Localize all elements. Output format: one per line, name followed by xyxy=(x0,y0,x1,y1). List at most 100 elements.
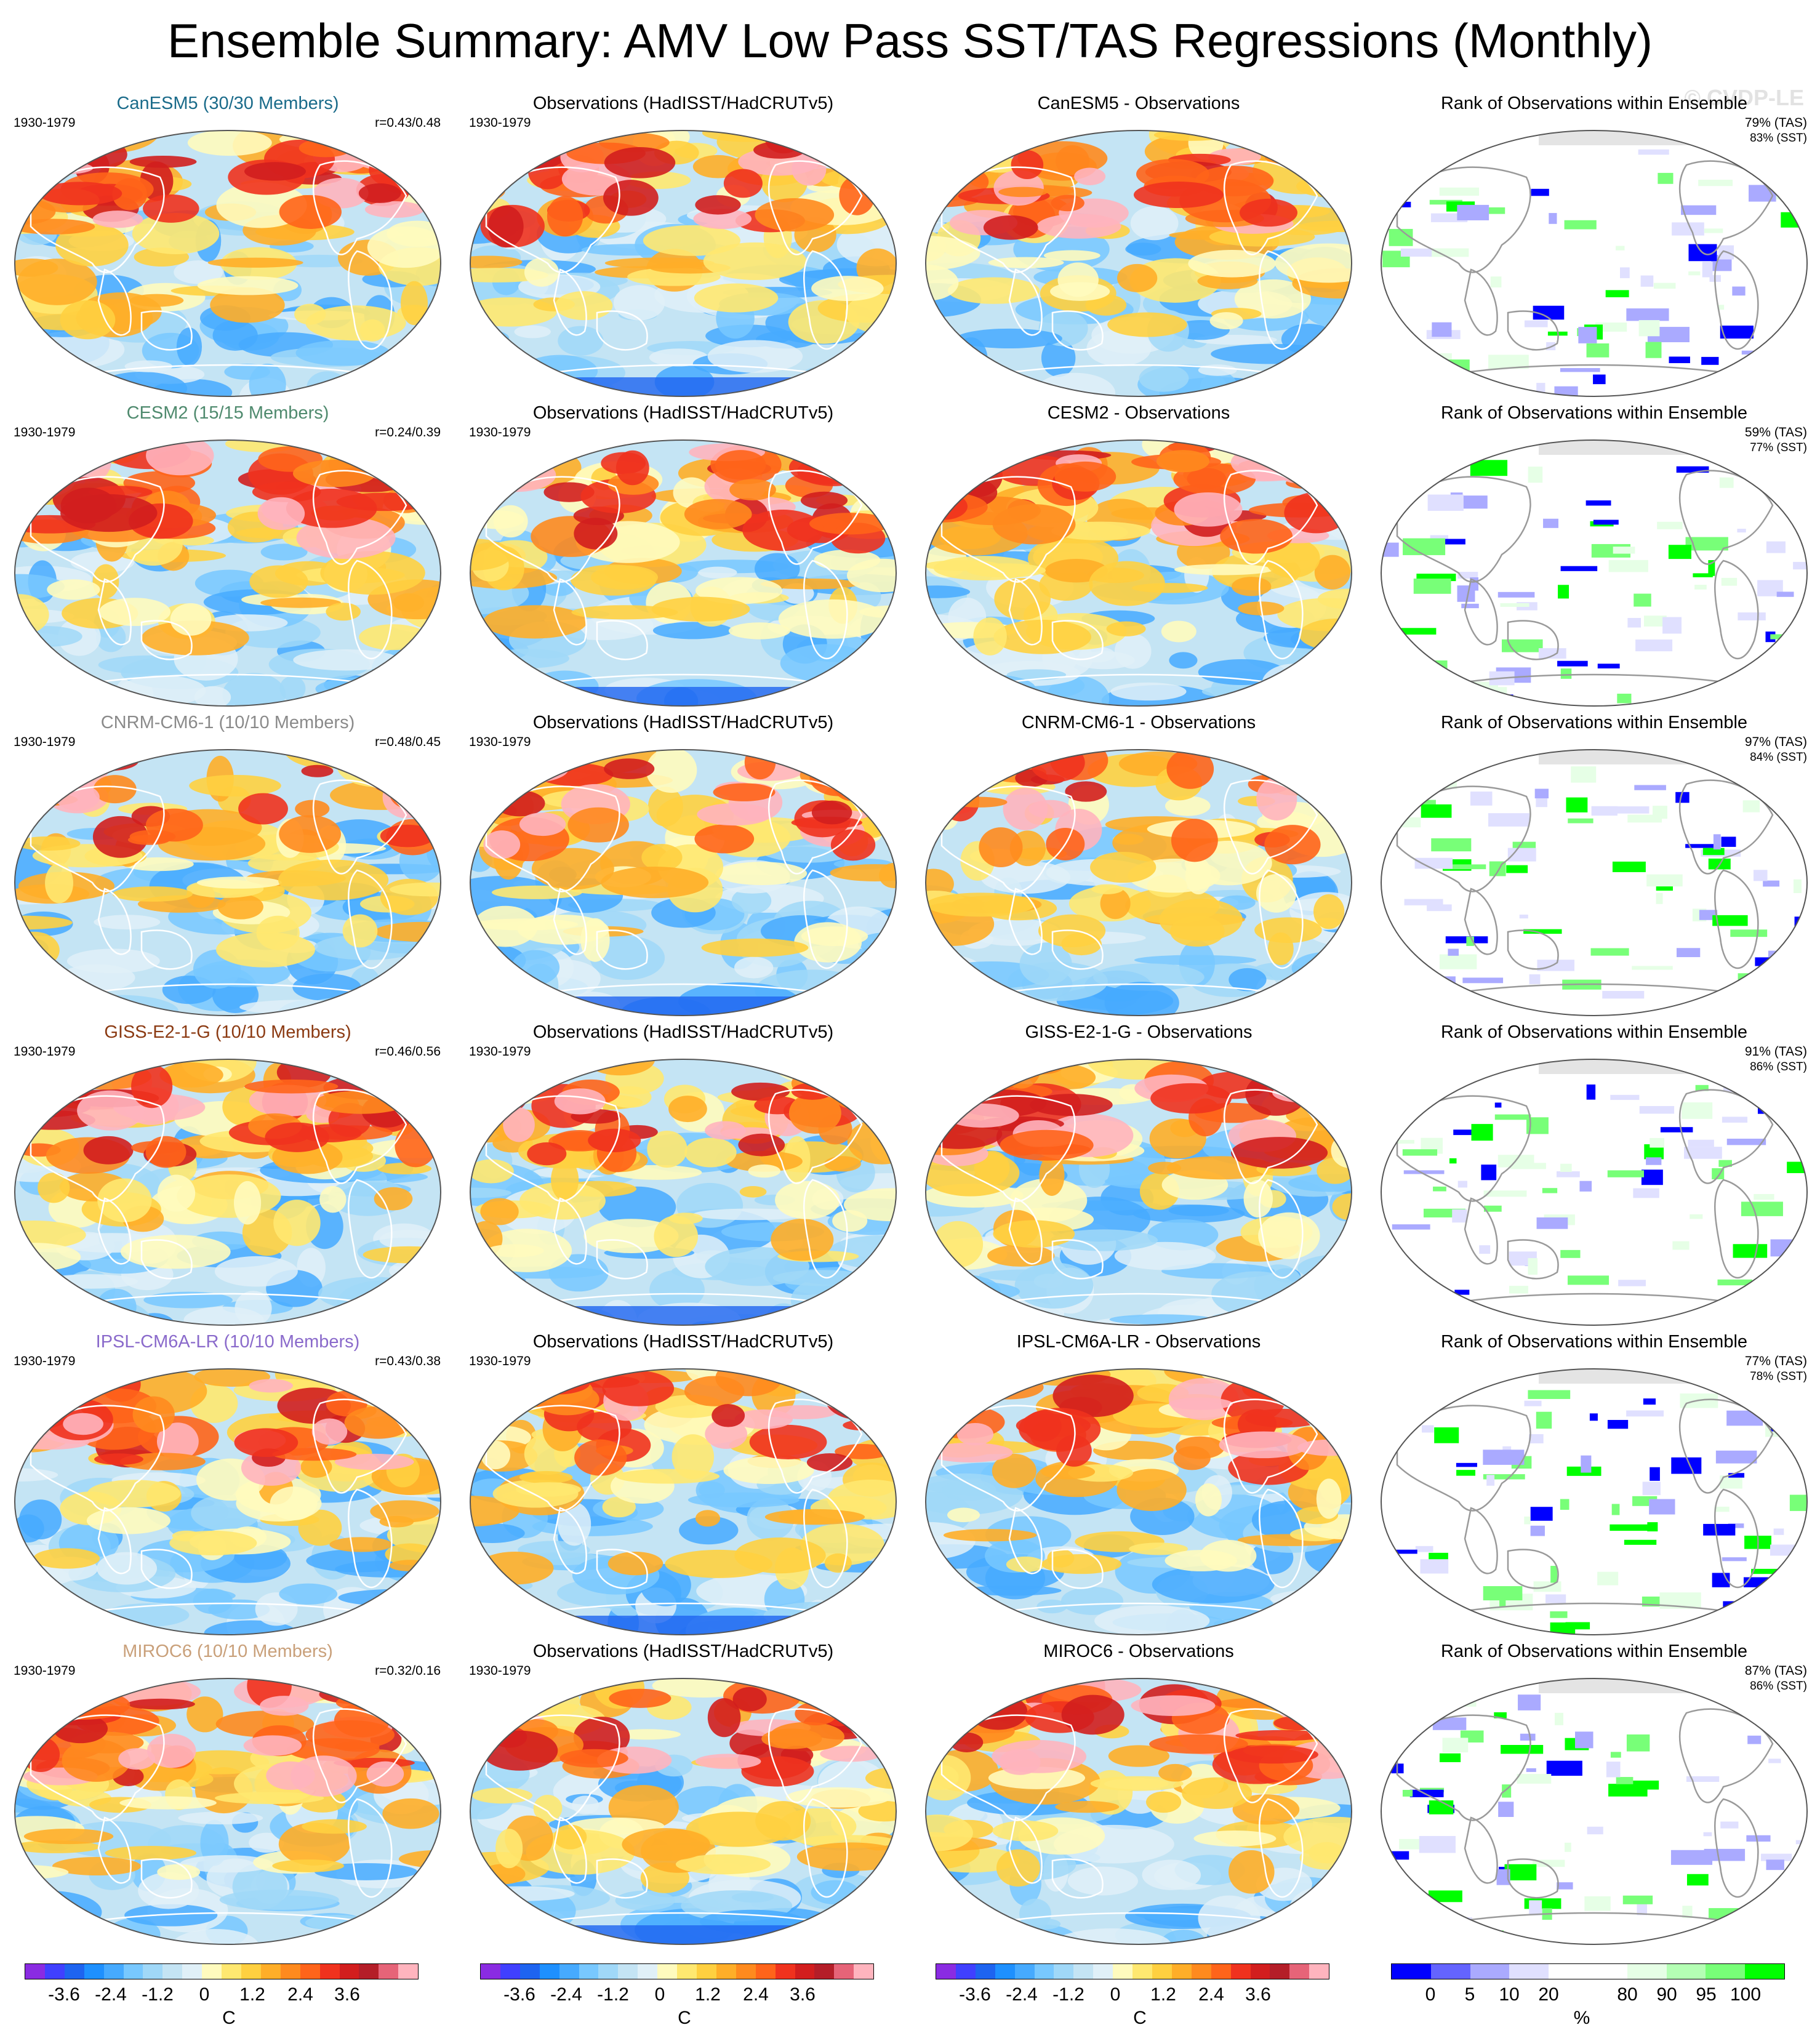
difference-title: IPSL-CM6A-LR - Observations xyxy=(1016,1332,1261,1352)
colorbar-tick-label: 3.6 xyxy=(334,1984,360,2005)
colorbar-observations-unit: C xyxy=(678,2008,691,2028)
ensemble-title: GISS-E2-1-G (10/10 Members) xyxy=(104,1022,351,1042)
robinson-map xyxy=(923,1366,1354,1637)
observations-title: Observations (HadISST/HadCRUTv5) xyxy=(532,713,834,732)
rank-sst: 77% (SST) xyxy=(1750,441,1807,454)
robinson-map xyxy=(12,128,443,399)
period-label: 1930-1979 xyxy=(469,1045,531,1059)
ensemble-title: CESM2 (15/15 Members) xyxy=(126,403,329,423)
ensemble-title: CNRM-CM6-1 (10/10 Members) xyxy=(100,713,355,732)
colorbar-swatch xyxy=(539,1964,559,1979)
map-panel-rank: Rank of Observations within Ensemble 87% … xyxy=(1373,1640,1816,1948)
robinson-map xyxy=(12,438,443,708)
colorbar-swatch xyxy=(339,1964,359,1979)
colorbar-swatch xyxy=(300,1964,320,1979)
colorbar-tick-label: 5 xyxy=(1464,1984,1475,2005)
observations-title: Observations (HadISST/HadCRUTv5) xyxy=(532,1022,834,1042)
colorbar-tick-label: -3.6 xyxy=(503,1984,535,2005)
colorbar-tick-label: -1.2 xyxy=(597,1984,629,2005)
colorbar-tick-label: 1.2 xyxy=(239,1984,265,2005)
robinson-map xyxy=(923,438,1354,708)
colorbar-swatch xyxy=(1587,1964,1627,1979)
colorbar-swatch xyxy=(222,1964,241,1979)
colorbar-swatch xyxy=(1309,1964,1329,1979)
difference-title: CNRM-CM6-1 - Observations xyxy=(1021,713,1256,732)
colorbar-tick-label: 1.2 xyxy=(1150,1984,1176,2005)
colorbar-swatch xyxy=(975,1964,995,1979)
ensemble-title: CanESM5 (30/30 Members) xyxy=(116,94,339,113)
colorbar-rank-unit: % xyxy=(1573,2008,1590,2028)
ensemble-title: MIROC6 (10/10 Members) xyxy=(122,1642,333,1661)
colorbar-swatch xyxy=(260,1964,281,1979)
colorbar-swatch xyxy=(854,1964,874,1979)
pattern-correlation: r=0.32/0.16 xyxy=(375,1664,441,1678)
map-panel-diff: MIROC6 - Observations xyxy=(917,1640,1360,1948)
robinson-map xyxy=(1379,438,1810,708)
map-panel-diff: IPSL-CM6A-LR - Observations xyxy=(917,1331,1360,1638)
map-panel-rank: Rank of Observations within Ensemble 79% … xyxy=(1373,92,1816,400)
colorbar-tick-label: 90 xyxy=(1656,1984,1677,2005)
colorbar-swatch xyxy=(995,1964,1015,1979)
rank-sst: 83% (SST) xyxy=(1750,132,1807,145)
colorbar-swatch xyxy=(1250,1964,1270,1979)
colorbar-swatch xyxy=(955,1964,976,1979)
colorbar-difference-unit: C xyxy=(1133,2008,1147,2028)
map-panel-ensemble: MIROC6 (10/10 Members) 1930-1979 r=0.32/0.… xyxy=(6,1640,449,1948)
colorbar-swatch xyxy=(143,1964,163,1979)
colorbar-swatch xyxy=(696,1964,716,1979)
robinson-map xyxy=(1379,1057,1810,1328)
colorbar-swatch xyxy=(618,1964,638,1979)
colorbar-swatch xyxy=(1230,1964,1251,1979)
period-label: 1930-1979 xyxy=(14,116,76,130)
colorbar-tick-label: 2.4 xyxy=(287,1984,313,2005)
pattern-correlation: r=0.24/0.39 xyxy=(375,425,441,439)
rank-sst: 86% (SST) xyxy=(1750,1680,1807,1693)
colorbar-swatch xyxy=(1706,1964,1746,1979)
colorbar-tick-label: 2.4 xyxy=(1198,1984,1224,2005)
colorbar-tick-label: 100 xyxy=(1730,1984,1762,2005)
colorbar-swatch xyxy=(1211,1964,1231,1979)
colorbar-swatch xyxy=(1549,1964,1588,1979)
pattern-correlation: r=0.43/0.48 xyxy=(375,116,441,130)
colorbar-swatch xyxy=(1666,1964,1706,1979)
rank-tas: 97% (TAS) xyxy=(1744,735,1807,749)
colorbar-rank xyxy=(1391,1963,1785,1979)
map-panel-obs: Observations (HadISST/HadCRUTv5) 1930-197… xyxy=(462,402,905,710)
colorbar-tick-label: 0 xyxy=(199,1984,210,2005)
figure-title: Ensemble Summary: AMV Low Pass SST/TAS R… xyxy=(167,14,1653,68)
colorbar-tick-label: 0 xyxy=(1425,1984,1436,2005)
colorbar-swatch xyxy=(481,1964,500,1979)
pattern-correlation: r=0.48/0.45 xyxy=(375,735,441,749)
colorbar-tick-label: 80 xyxy=(1617,1984,1638,2005)
rank-sst: 86% (SST) xyxy=(1750,1061,1807,1073)
colorbar-swatch xyxy=(1113,1964,1133,1979)
colorbar-swatch xyxy=(103,1964,124,1979)
colorbar-swatch xyxy=(579,1964,599,1979)
rank-tas: 79% (TAS) xyxy=(1744,116,1807,130)
colorbar-swatch xyxy=(1034,1964,1054,1979)
difference-title: GISS-E2-1-G - Observations xyxy=(1025,1022,1253,1042)
colorbar-swatch xyxy=(1470,1964,1510,1979)
period-label: 1930-1979 xyxy=(14,1664,76,1678)
period-label: 1930-1979 xyxy=(14,1045,76,1059)
colorbar-swatch xyxy=(755,1964,776,1979)
robinson-map xyxy=(468,438,899,708)
colorbar-swatch xyxy=(736,1964,756,1979)
colorbar-tick-label: 10 xyxy=(1499,1984,1520,2005)
map-panel-diff: CNRM-CM6-1 - Observations xyxy=(917,712,1360,1019)
observations-title: Observations (HadISST/HadCRUTv5) xyxy=(532,1642,834,1661)
colorbar-swatch xyxy=(559,1964,579,1979)
difference-title: CanESM5 - Observations xyxy=(1037,94,1240,113)
colorbar-swatch xyxy=(1191,1964,1211,1979)
rank-tas: 91% (TAS) xyxy=(1744,1045,1807,1059)
robinson-map xyxy=(1379,128,1810,399)
colorbar-tick-label: 20 xyxy=(1538,1984,1559,2005)
rank-title: Rank of Observations within Ensemble xyxy=(1440,1332,1748,1352)
difference-title: CESM2 - Observations xyxy=(1047,403,1230,423)
colorbar-swatch xyxy=(1430,1964,1470,1979)
robinson-map xyxy=(468,1057,899,1328)
rank-title: Rank of Observations within Ensemble xyxy=(1440,713,1748,732)
colorbar-tick-label: -2.4 xyxy=(550,1984,582,2005)
colorbar-tick-label: 1.2 xyxy=(695,1984,721,2005)
colorbar-tick-label: 3.6 xyxy=(1245,1984,1271,2005)
